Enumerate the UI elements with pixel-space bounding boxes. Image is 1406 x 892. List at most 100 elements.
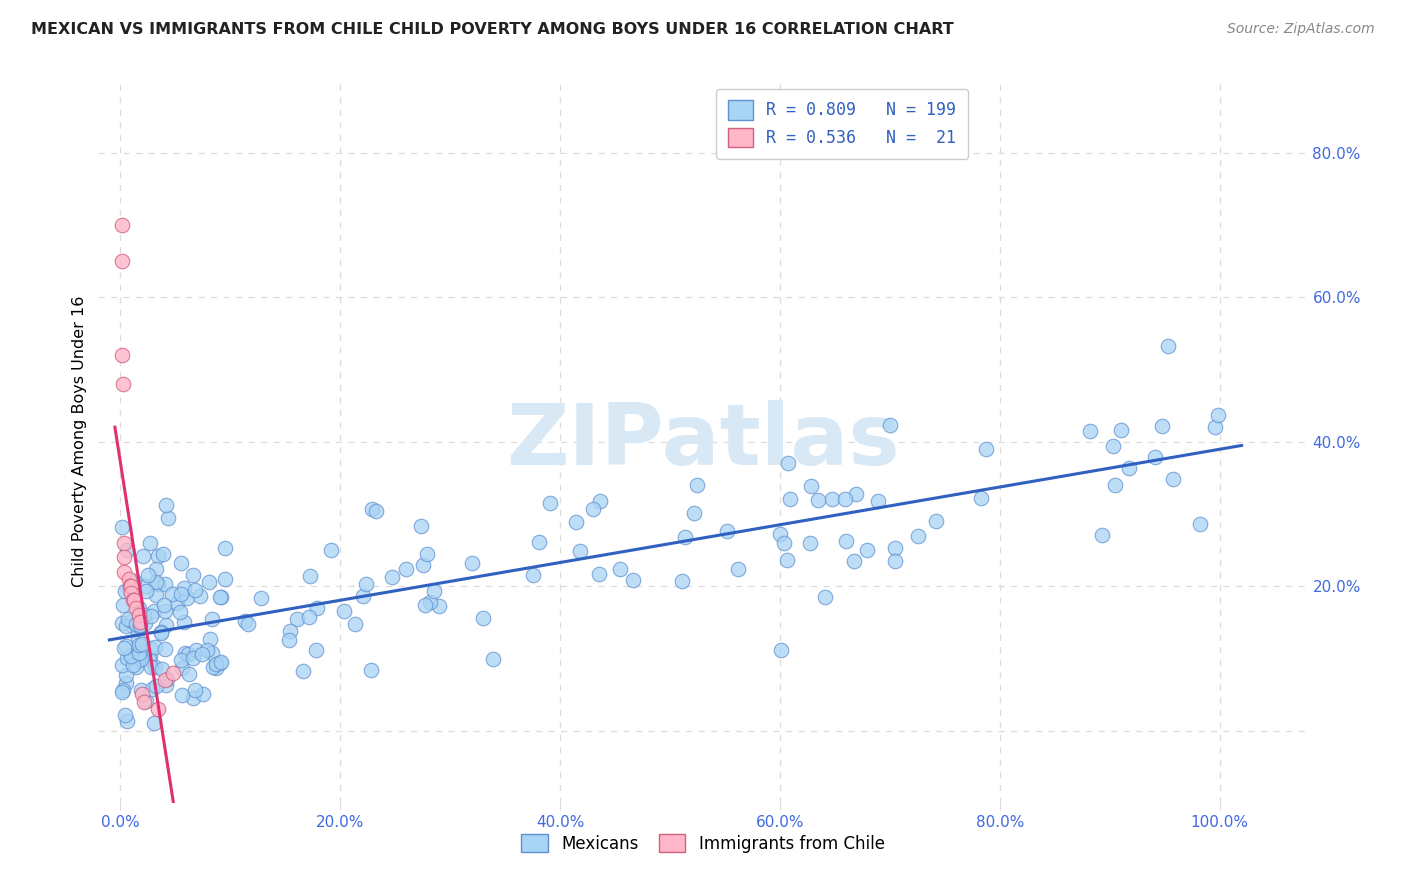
Point — [1104, 478, 1126, 492]
Point — [1161, 472, 1184, 486]
Point — [1206, 408, 1229, 422]
Point — [209, 590, 232, 604]
Point — [148, 549, 170, 563]
Point — [120, 579, 142, 593]
Point — [183, 651, 205, 665]
Point — [138, 652, 160, 666]
Point — [136, 568, 159, 582]
Point — [145, 575, 167, 590]
Point — [856, 542, 879, 557]
Point — [250, 591, 273, 605]
Point — [114, 583, 136, 598]
Point — [471, 611, 494, 625]
Point — [589, 494, 612, 508]
Point — [177, 666, 200, 681]
Point — [813, 590, 835, 604]
Point — [807, 493, 830, 508]
Point — [343, 616, 366, 631]
Point — [125, 659, 148, 673]
Point — [907, 528, 929, 542]
Point — [142, 716, 165, 731]
Point — [198, 632, 221, 646]
Point — [170, 557, 193, 571]
Point — [128, 639, 150, 653]
Point — [128, 600, 150, 615]
Point — [111, 348, 134, 362]
Point — [141, 660, 163, 674]
Point — [214, 572, 236, 586]
Point — [134, 578, 156, 592]
Point — [121, 615, 143, 629]
Point — [197, 643, 219, 657]
Point — [201, 612, 224, 626]
Point — [170, 587, 193, 601]
Point — [177, 647, 200, 661]
Point — [155, 617, 177, 632]
Point — [112, 599, 135, 613]
Point — [427, 599, 450, 613]
Point — [148, 577, 170, 591]
Point — [141, 681, 163, 696]
Point — [139, 536, 162, 550]
Point — [156, 511, 179, 525]
Point — [191, 688, 214, 702]
Point — [138, 640, 160, 655]
Point — [588, 567, 610, 582]
Point — [821, 491, 844, 506]
Point — [129, 652, 152, 666]
Point — [233, 614, 256, 628]
Point — [671, 574, 693, 588]
Point — [834, 491, 856, 506]
Point — [292, 665, 315, 679]
Point — [413, 598, 436, 612]
Point — [152, 547, 174, 561]
Point — [120, 648, 142, 663]
Point — [170, 653, 193, 667]
Point — [845, 487, 868, 501]
Text: ZIPatlas: ZIPatlas — [506, 400, 900, 483]
Point — [352, 590, 374, 604]
Y-axis label: Child Poverty Among Boys Under 16: Child Poverty Among Boys Under 16 — [72, 296, 87, 587]
Point — [835, 533, 858, 548]
Point — [131, 687, 153, 701]
Point — [236, 617, 259, 632]
Point — [395, 562, 418, 576]
Point — [166, 595, 188, 609]
Point — [1204, 420, 1226, 434]
Point — [381, 570, 404, 584]
Point — [134, 615, 156, 630]
Point — [778, 457, 800, 471]
Point — [305, 643, 328, 657]
Point — [162, 665, 184, 680]
Point — [162, 587, 184, 601]
Point — [360, 663, 382, 677]
Point — [114, 618, 136, 632]
Point — [361, 502, 384, 516]
Point — [117, 611, 139, 625]
Point — [321, 542, 343, 557]
Point — [131, 637, 153, 651]
Point — [482, 652, 505, 666]
Point — [120, 618, 142, 632]
Point — [184, 683, 207, 698]
Point — [419, 595, 441, 609]
Point — [128, 612, 150, 626]
Point — [128, 615, 150, 630]
Point — [183, 567, 205, 582]
Point — [110, 658, 132, 673]
Legend: Mexicans, Immigrants from Chile: Mexicans, Immigrants from Chile — [515, 828, 891, 860]
Point — [209, 655, 232, 669]
Point — [298, 610, 321, 624]
Point — [117, 582, 139, 596]
Point — [122, 593, 145, 607]
Point — [416, 547, 439, 561]
Point — [214, 541, 236, 555]
Point — [609, 562, 631, 576]
Point — [118, 579, 141, 593]
Point — [769, 527, 792, 541]
Point — [143, 640, 166, 655]
Point — [112, 550, 135, 565]
Point — [191, 647, 214, 661]
Point — [112, 535, 135, 549]
Point — [673, 530, 696, 544]
